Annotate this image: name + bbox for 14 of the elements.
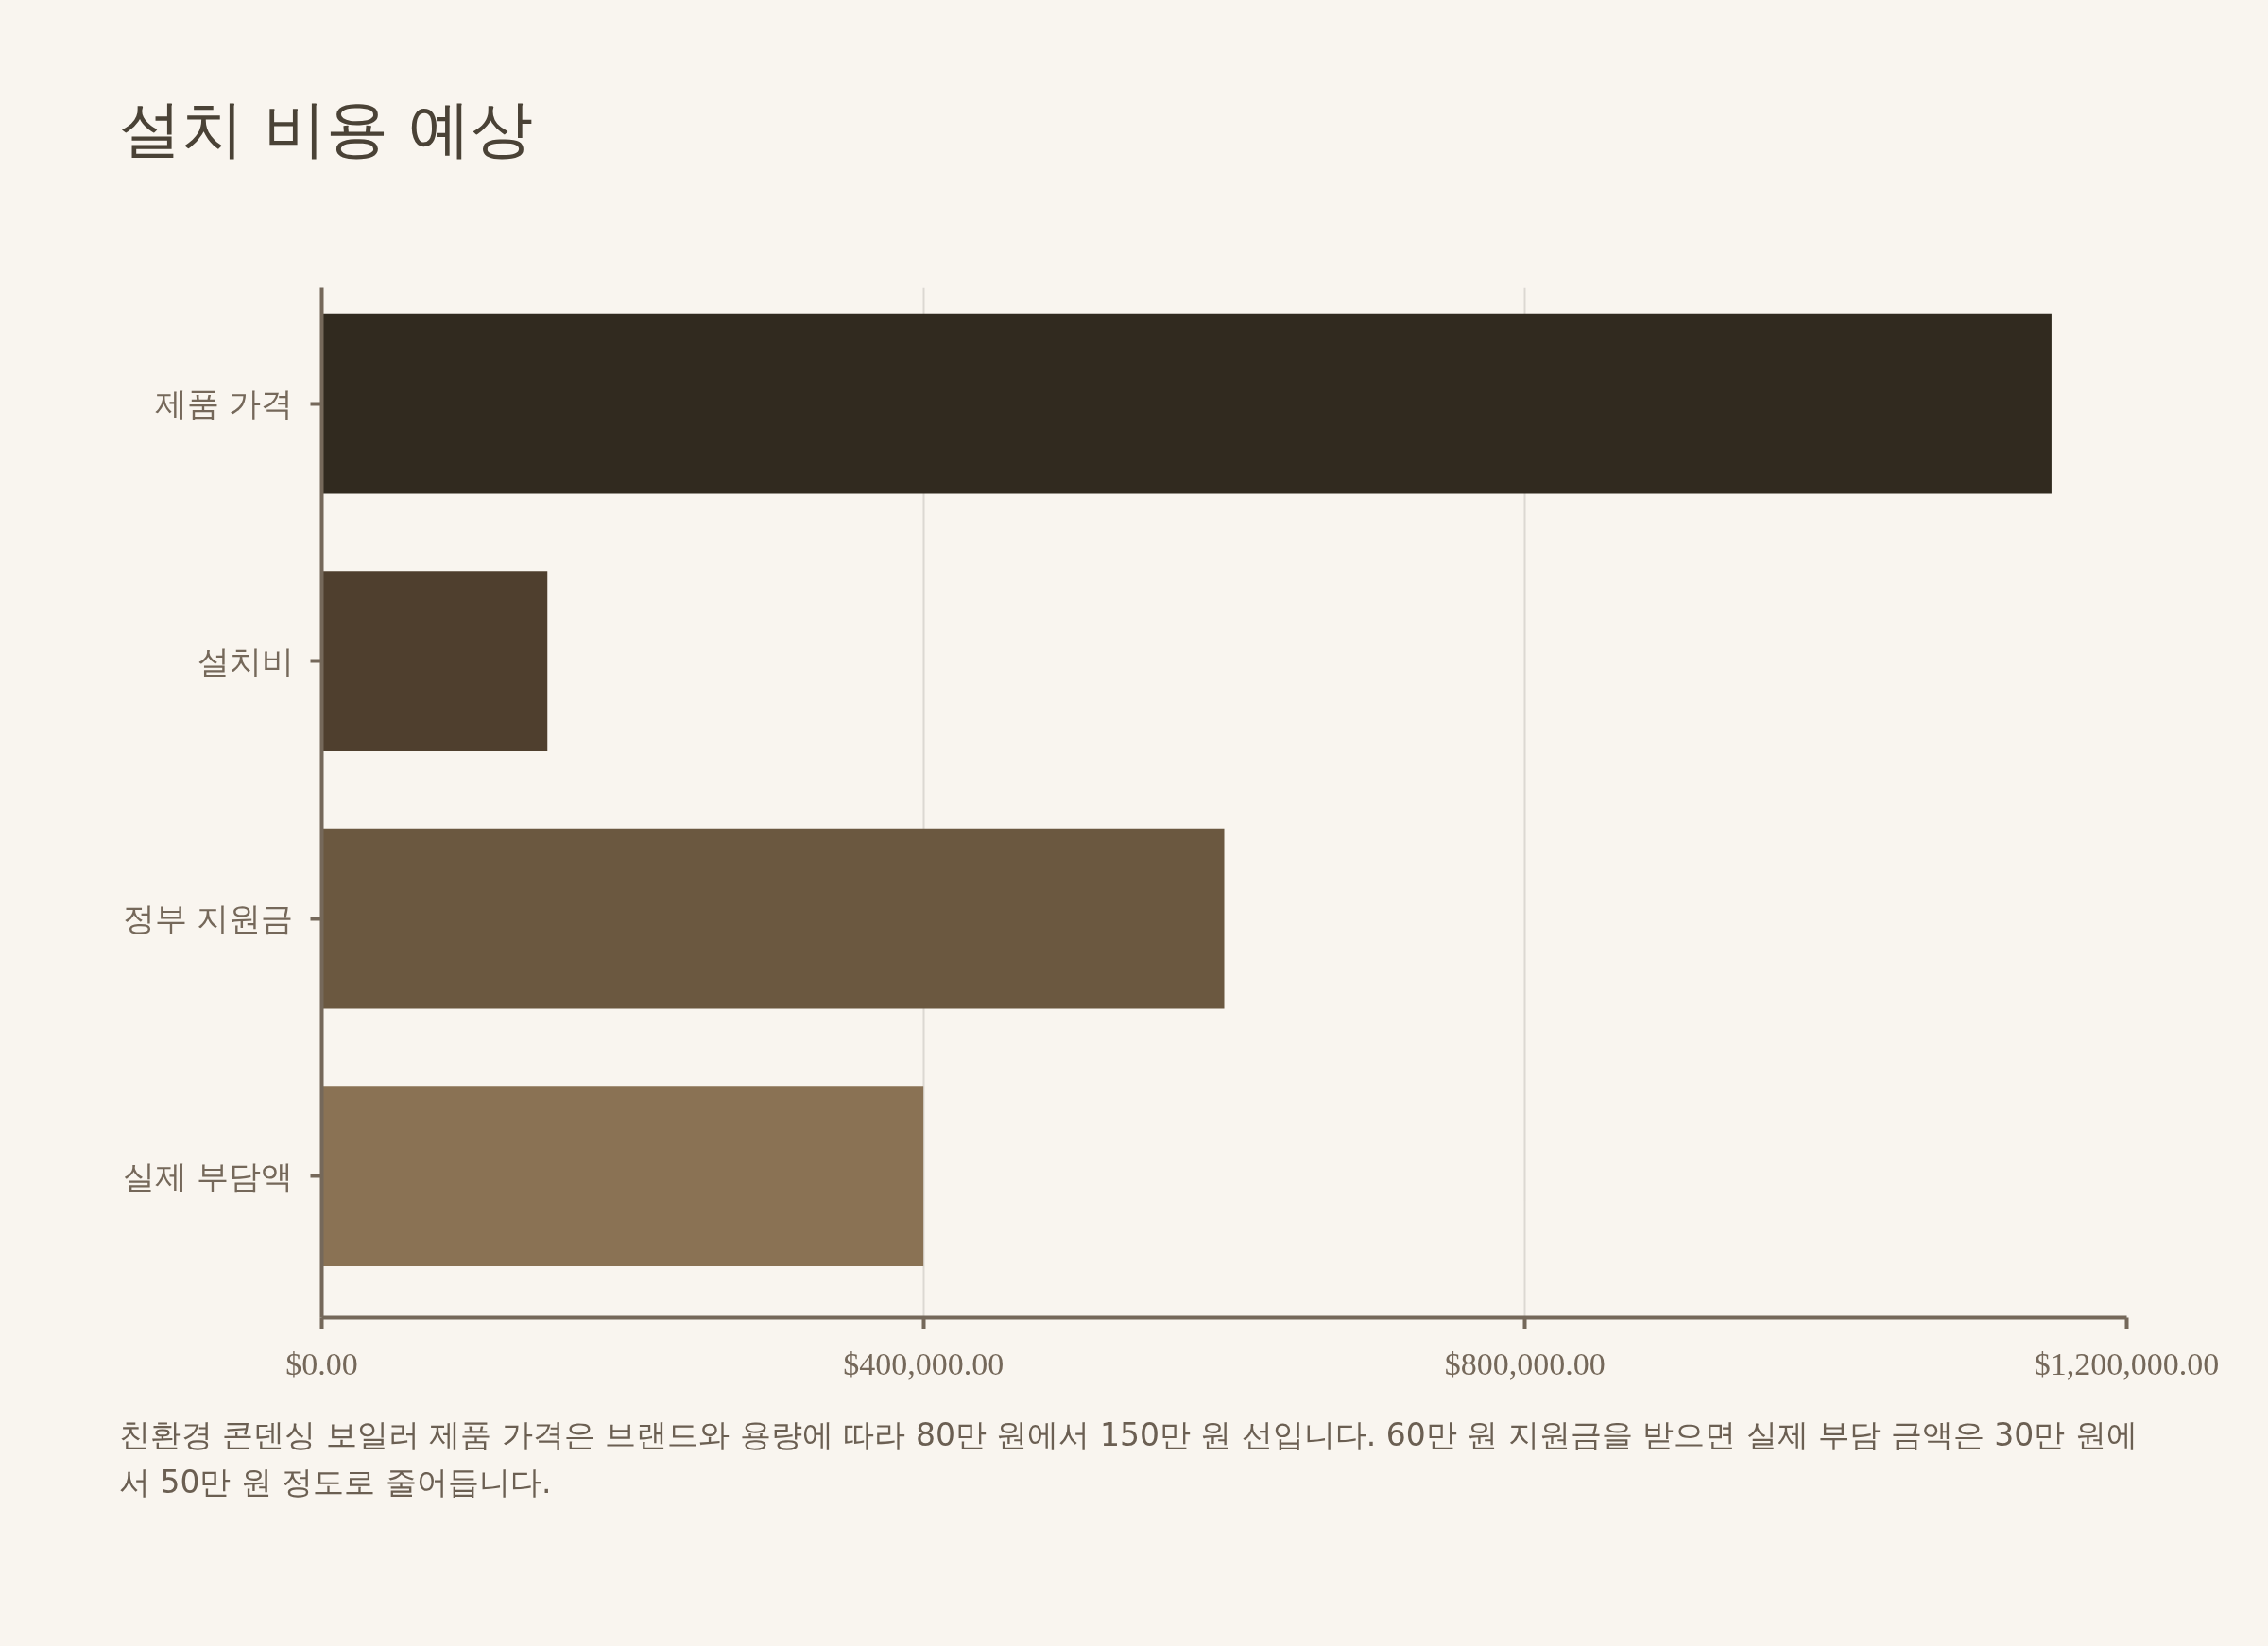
y-tick-label: 제품 가격 [154, 385, 294, 423]
y-tick-label: 정부 지원금 [122, 900, 294, 938]
x-tick-label: $400,000.00 [843, 1346, 1005, 1381]
chart-title: 설치 비용 예상 [119, 92, 533, 167]
y-tick-label: 실제 부담액 [122, 1157, 294, 1195]
x-tick-label: $1,200,000.00 [2034, 1346, 2220, 1381]
bar [321, 829, 1225, 1009]
x-tick-label: $800,000.00 [1444, 1346, 1606, 1381]
bar [321, 314, 2052, 494]
y-tick-label: 설치비 [197, 642, 294, 680]
bar [321, 571, 548, 752]
text: 친환경 콘덴싱 보일러 제품 가격은 브랜드와 용량에 따라 80만 원에서 150만 원 선입니다. 60만 원 지원금을 받으면 실제 부담 금액은 30만 원에서 50만 원 정도로 줄어듭니다. [119, 1412, 2151, 1506]
x-tick-label: $0.00 [285, 1346, 358, 1381]
bar [321, 1086, 924, 1267]
